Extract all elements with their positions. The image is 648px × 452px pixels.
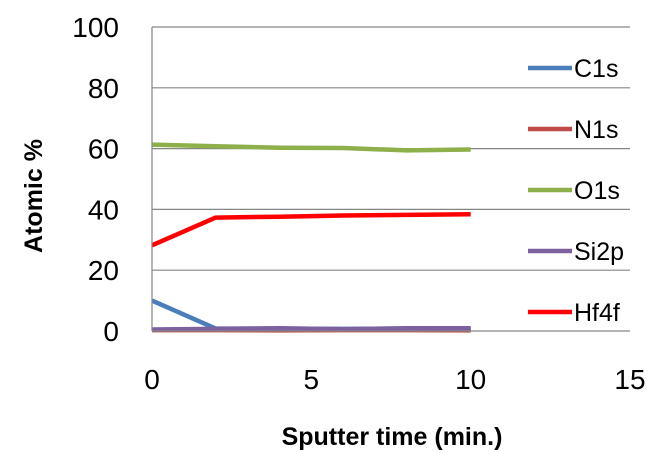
x-tick-label: 10 [455,364,486,395]
legend-label-c1s: C1s [574,55,618,83]
y-tick-label: 80 [88,73,119,104]
legend-label-n1s: N1s [574,116,618,144]
y-tick-label: 20 [88,255,119,286]
x-axis-title: Sputter time (min.) [282,423,503,451]
x-tick-labels: 0 5 10 15 [144,364,645,395]
series-line-si2p [151,326,471,332]
x-tick-label: 15 [614,364,645,395]
y-axis-title: Atomic % [20,139,48,253]
axes [151,27,630,332]
series-line-hf4f [151,212,471,248]
y-tick-label: 0 [103,316,119,347]
y-tick-label: 100 [72,12,119,43]
x-tick-label: 5 [304,364,320,395]
legend: C1s N1s O1s Si2p Hf4f [528,55,624,327]
legend-label-si2p: Si2p [574,238,624,266]
y-tick-labels: 0 20 40 60 80 100 [72,12,119,347]
legend-label-o1s: O1s [574,177,620,205]
x-tick-label: 0 [144,364,160,395]
y-tick-label: 40 [88,194,119,225]
series-line-o1s [151,142,471,153]
series-line-c1s [151,298,471,332]
legend-label-hf4f: Hf4f [574,299,620,327]
y-tick-label: 60 [88,134,119,165]
series-lines [151,142,471,333]
